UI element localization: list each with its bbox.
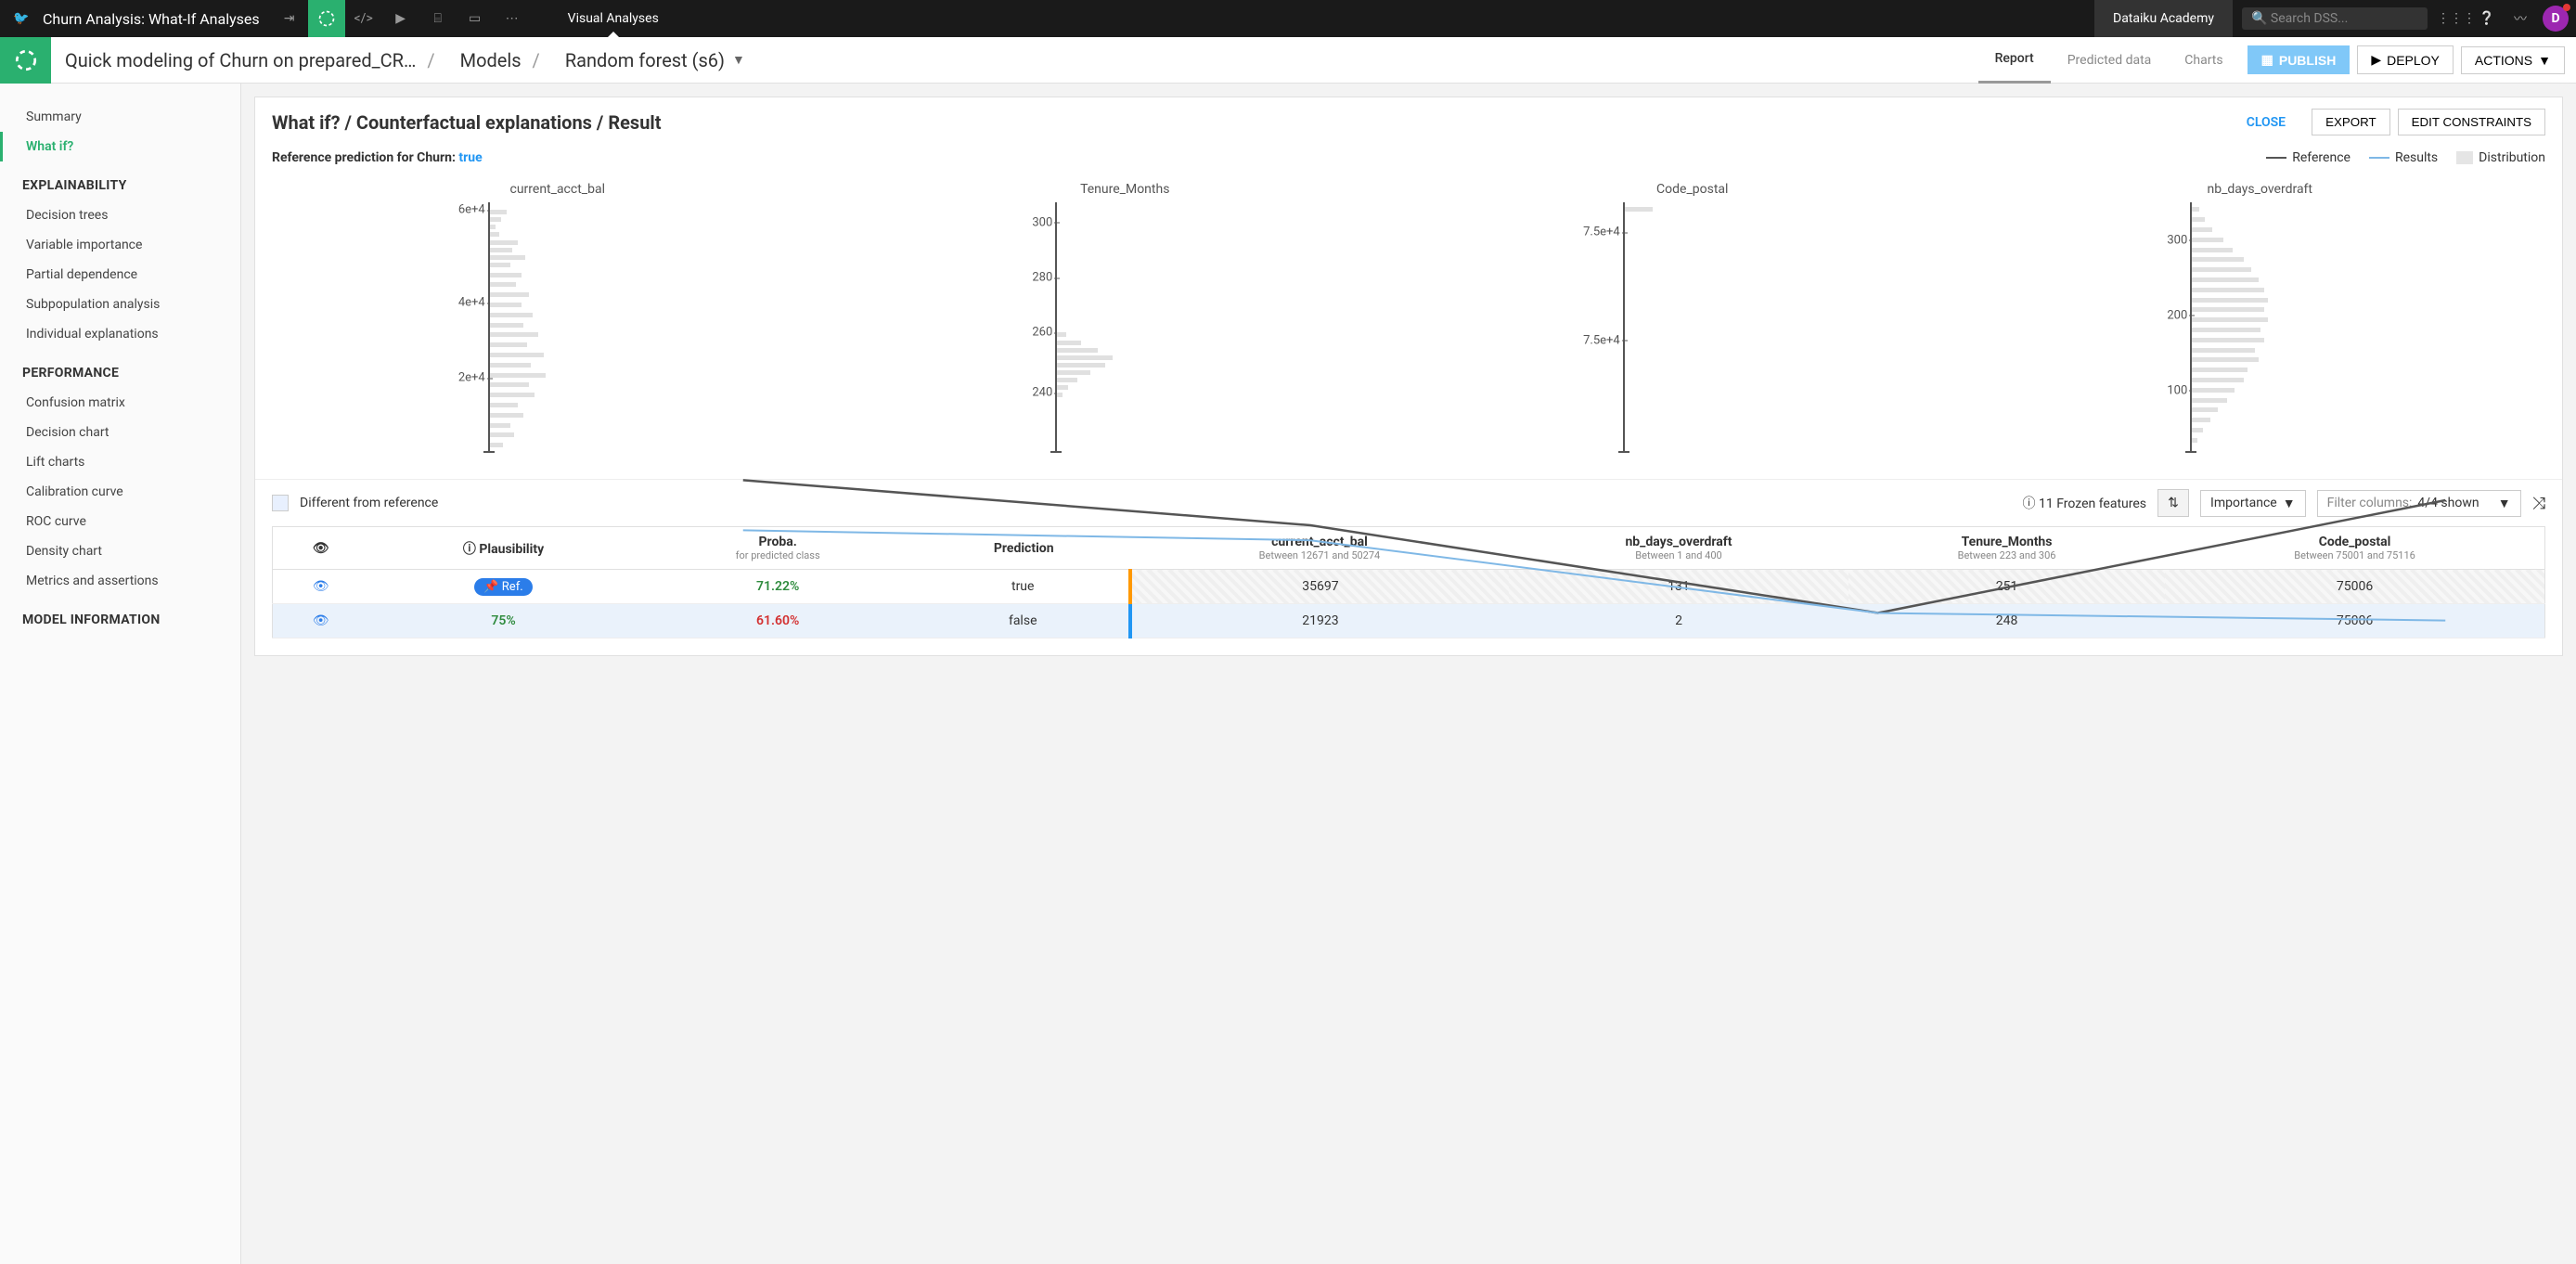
sidebar-section-performance: PERFORMANCE: [0, 349, 240, 388]
tab-predicted-data[interactable]: Predicted data: [2051, 37, 2169, 84]
reference-prediction-line: Reference prediction for Churn: true Ref…: [255, 147, 2562, 173]
apps-icon[interactable]: ⋮⋮⋮: [2437, 11, 2470, 26]
axis-current_acct_bal: current_acct_bal6e+44e+42e+4: [428, 182, 688, 451]
diff-label: Different from reference: [300, 496, 438, 510]
col-proba: Proba.for predicted class: [638, 527, 918, 570]
col-c2: nb_days_overdraftBetween 1 and 400: [1509, 527, 1848, 570]
table-row[interactable]: 👁75%61.60%false21923224875006: [273, 604, 2545, 638]
main-content: What if? / Counterfactual explanations /…: [241, 84, 2576, 1264]
search-box[interactable]: 🔍 Search DSS...: [2242, 7, 2428, 30]
axis-Tenure_Months: Tenure_Months300280260240: [995, 182, 1255, 451]
sidebar-item[interactable]: Confusion matrix: [0, 388, 240, 418]
ref-badge: 📌 Ref.: [474, 578, 532, 596]
activity-icon[interactable]: 〰: [2504, 9, 2537, 28]
sidebar-item[interactable]: Variable importance: [0, 230, 240, 260]
crumb-modeling[interactable]: Quick modeling of Churn on prepared_CR…: [65, 49, 416, 71]
tab-charts[interactable]: Charts: [2168, 37, 2239, 84]
sidebar-item[interactable]: Calibration curve: [0, 477, 240, 507]
importance-dropdown[interactable]: Importance ▼: [2200, 490, 2306, 517]
eye-icon[interactable]: 👁: [313, 579, 329, 594]
close-link[interactable]: CLOSE: [2247, 115, 2286, 130]
eye-icon[interactable]: 👁: [313, 613, 329, 628]
axis-nb_days_overdraft: nb_days_overdraft300200100: [2130, 182, 2389, 451]
sidebar-section-model-info: MODEL INFORMATION: [0, 596, 240, 635]
deploy-button[interactable]: ▶ DEPLOY: [2357, 45, 2454, 74]
search-placeholder: Search DSS...: [2271, 11, 2348, 26]
crumb-sep: /: [427, 49, 434, 71]
code-icon[interactable]: </>: [345, 0, 382, 37]
col-prediction: Prediction: [918, 527, 1130, 570]
left-sidebar: Summary What if? EXPLAINABILITY Decision…: [0, 84, 241, 1264]
col-eye: 👁: [273, 527, 369, 570]
table-row[interactable]: 👁📌 Ref.71.22%true3569713125175006: [273, 570, 2545, 604]
publish-button[interactable]: ▦ PUBLISH: [2248, 45, 2351, 74]
play-icon[interactable]: ▶: [382, 0, 419, 37]
top-nav-bar: 🐦 Churn Analysis: What-If Analyses ⇥ </>…: [0, 0, 2576, 37]
parallel-coords-chart: current_acct_bal6e+44e+42e+4 Tenure_Month…: [255, 173, 2562, 479]
col-c4: Code_postalBetween 75001 and 75116: [2165, 527, 2544, 570]
actions-button[interactable]: ACTIONS ▼: [2461, 46, 2565, 74]
lab-icon[interactable]: [308, 0, 345, 37]
crumb-models[interactable]: Models: [460, 49, 522, 71]
sidebar-item[interactable]: Decision chart: [0, 418, 240, 447]
export-button[interactable]: EXPORT: [2312, 109, 2390, 135]
sort-icon[interactable]: ⇅: [2157, 489, 2189, 517]
flow-icon[interactable]: ⇥: [271, 0, 308, 37]
sidebar-item-summary[interactable]: Summary: [0, 102, 240, 132]
diff-checkbox[interactable]: [272, 495, 289, 511]
dashboard-icon[interactable]: ▭: [457, 0, 494, 37]
crumb-sep: /: [533, 49, 540, 71]
chart-legend: Reference Results Distribution: [2266, 150, 2545, 165]
project-title[interactable]: Churn Analysis: What-If Analyses: [43, 10, 260, 28]
sidebar-item[interactable]: Subpopulation analysis: [0, 290, 240, 319]
sidebar-item[interactable]: Density chart: [0, 536, 240, 566]
col-plausibility: ⓘ Plausibility: [368, 527, 638, 570]
more-icon[interactable]: ⋯: [494, 0, 531, 37]
academy-link[interactable]: Dataiku Academy: [2094, 0, 2233, 37]
sidebar-item[interactable]: Individual explanations: [0, 319, 240, 349]
shuffle-icon[interactable]: ⤨: [2532, 494, 2545, 513]
sidebar-item[interactable]: Partial dependence: [0, 260, 240, 290]
sidebar-item[interactable]: Decision trees: [0, 200, 240, 230]
edit-constraints-button[interactable]: EDIT CONSTRAINTS: [2398, 109, 2545, 135]
tab-report[interactable]: Report: [1978, 37, 2051, 84]
breadcrumb-bar: Quick modeling of Churn on prepared_CR… …: [0, 37, 2576, 84]
logo-icon[interactable]: 🐦: [7, 11, 35, 26]
sidebar-item[interactable]: Metrics and assertions: [0, 566, 240, 596]
tab-visual-analyses[interactable]: Visual Analyses: [549, 0, 677, 37]
col-c1: current_acct_balBetween 12671 and 50274: [1130, 527, 1509, 570]
sidebar-item[interactable]: Lift charts: [0, 447, 240, 477]
frozen-features-info[interactable]: ⓘ 11 Frozen features: [2023, 494, 2147, 512]
help-icon[interactable]: ❔: [2470, 11, 2504, 26]
panel-title: What if? / Counterfactual explanations /…: [272, 111, 661, 134]
lab-home-icon[interactable]: [0, 37, 51, 84]
sidebar-item[interactable]: ROC curve: [0, 507, 240, 536]
results-table: 👁ⓘ PlausibilityProba.for predicted class…: [272, 526, 2545, 638]
sidebar-section-explainability: EXPLAINABILITY: [0, 161, 240, 200]
result-panel: What if? / Counterfactual explanations /…: [254, 97, 2563, 656]
jobs-icon[interactable]: ⌸: [419, 0, 457, 37]
filter-columns-dropdown[interactable]: Filter columns: 4/4 shown▼: [2317, 490, 2521, 517]
user-avatar[interactable]: D: [2543, 6, 2569, 32]
crumb-model-name[interactable]: Random forest (s6): [565, 49, 725, 71]
model-dropdown-icon[interactable]: ▼: [732, 52, 745, 68]
col-c3: Tenure_MonthsBetween 223 and 306: [1848, 527, 2165, 570]
sidebar-item-whatif[interactable]: What if?: [0, 132, 240, 161]
axis-Code_postal: Code_postal7.5e+47.5e+4: [1563, 182, 1823, 451]
table-toolbar: Different from reference ⓘ 11 Frozen fea…: [255, 479, 2562, 526]
